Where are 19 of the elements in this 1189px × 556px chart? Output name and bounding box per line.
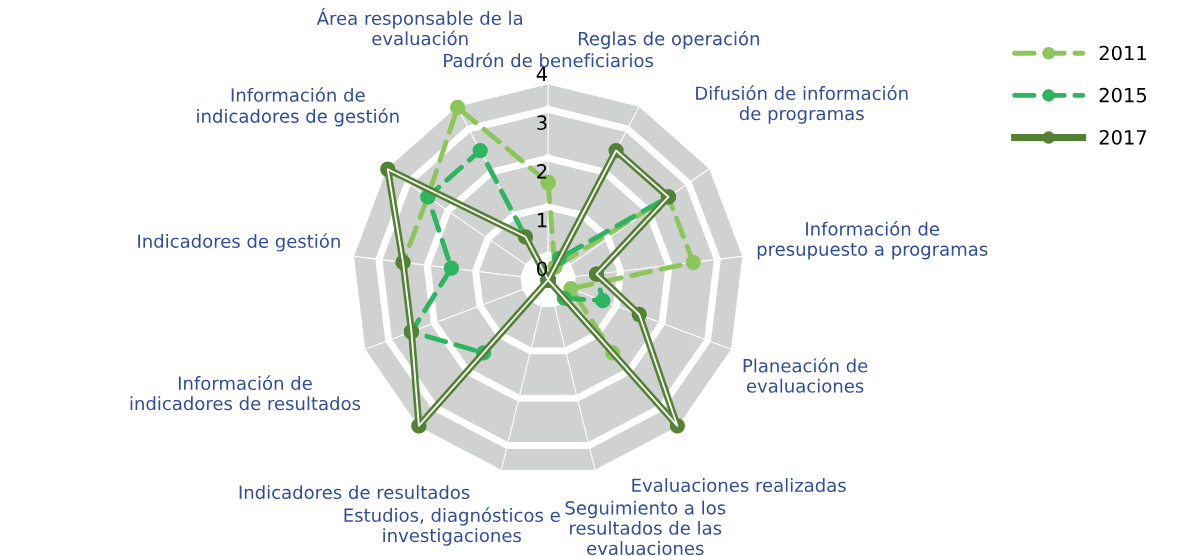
spoke-label: Evaluaciones realizadas [632, 478, 846, 493]
spoke-label: Estudios, diagnósticos e investigaciones [344, 507, 560, 546]
spoke-label: Padrón de beneficiarios [444, 52, 654, 68]
spoke-label: Información de presupuesto a programas [757, 221, 988, 260]
legend-label: 2017 [1099, 129, 1147, 145]
spoke-label: Indicadores de resultados [239, 485, 470, 500]
spoke-label: Indicadores de gestión [138, 233, 340, 252]
legend-label: 2015 [1099, 87, 1147, 103]
spoke-label: Difusión de información de programas [696, 85, 908, 124]
spoke-label: Seguimiento a los resultados de las evaluaciones [565, 500, 726, 556]
spoke-label: Información de indicadores de gestión [197, 87, 399, 127]
spoke-label: Información de indicadores de resultados [130, 375, 361, 411]
spoke-label: Planeación de evaluaciones [743, 357, 868, 393]
spoke-label: Área responsable de la evaluación [316, 8, 522, 46]
y-tick-label: 4 [536, 66, 548, 82]
legend-label: 2011 [1099, 45, 1146, 61]
y-tick-label: 3 [537, 115, 547, 131]
y-tick-label: 1 [537, 213, 547, 228]
spoke-label: Reglas de operación [578, 30, 759, 49]
